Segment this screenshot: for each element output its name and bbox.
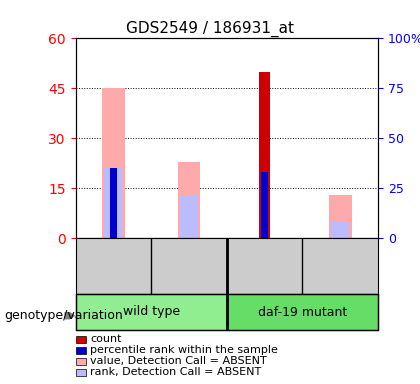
Bar [102,88,125,238]
Text: GDS2549 / 186931_at: GDS2549 / 186931_at [126,21,294,37]
Bar [259,72,270,238]
Text: genotype/variation: genotype/variation [4,309,123,322]
Bar [178,162,200,238]
Text: value, Detection Call = ABSENT: value, Detection Call = ABSENT [90,356,267,366]
Bar [329,195,352,238]
Bar [104,168,123,238]
Bar [76,294,227,330]
Bar [331,222,349,238]
Text: wild type: wild type [123,306,180,318]
Text: daf-19 mutant: daf-19 mutant [258,306,347,318]
Text: rank, Detection Call = ABSENT: rank, Detection Call = ABSENT [90,367,262,377]
Bar [261,172,268,238]
FancyArrow shape [65,313,74,319]
Text: percentile rank within the sample: percentile rank within the sample [90,345,278,355]
Text: count: count [90,334,122,344]
Bar [180,195,198,238]
Bar [227,294,378,330]
Bar [110,168,117,238]
